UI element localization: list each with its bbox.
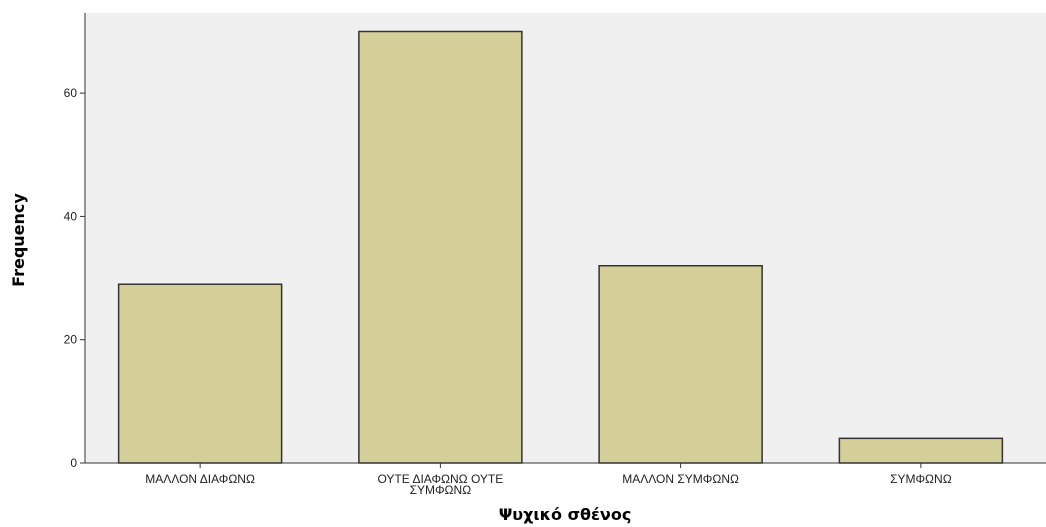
bar — [358, 30, 523, 464]
y-axis-title: Frequency — [9, 193, 28, 287]
bar — [838, 437, 1004, 464]
y-tick-label: 60 — [64, 86, 78, 100]
y-tick-label: 0 — [70, 456, 77, 470]
x-axis-title: Ψυχικό σθένος — [499, 505, 632, 524]
x-tick-label: ΜΑΛΛΟΝ ΣΥΜΦΩΝΩ — [622, 472, 739, 486]
x-tick-label: ΟΥΤΕ ΔΙΑΦΩΝΩ ΟΥΤΕ — [377, 472, 503, 486]
y-tick-label: 40 — [64, 209, 78, 223]
bar — [117, 283, 283, 464]
bars-group — [117, 30, 1004, 464]
y-ticks-group: 0 20 40 60 — [64, 86, 85, 470]
bar — [598, 264, 763, 464]
x-tick-label: ΣΥΜΦΩΝΩ — [410, 483, 472, 497]
x-tick-label: ΜΑΛΛΟΝ ΔΙΑΦΩΝΩ — [145, 472, 255, 486]
x-ticks-group: ΜΑΛΛΟΝ ΔΙΑΦΩΝΩ ΟΥΤΕ ΔΙΑΦΩΝΩ ΟΥΤΕΣΥΜΦΩΝΩΜΑ… — [145, 463, 952, 497]
x-tick-label: ΣΥΜΦΩΝΩ — [890, 472, 952, 486]
y-tick-label: 20 — [64, 333, 78, 347]
